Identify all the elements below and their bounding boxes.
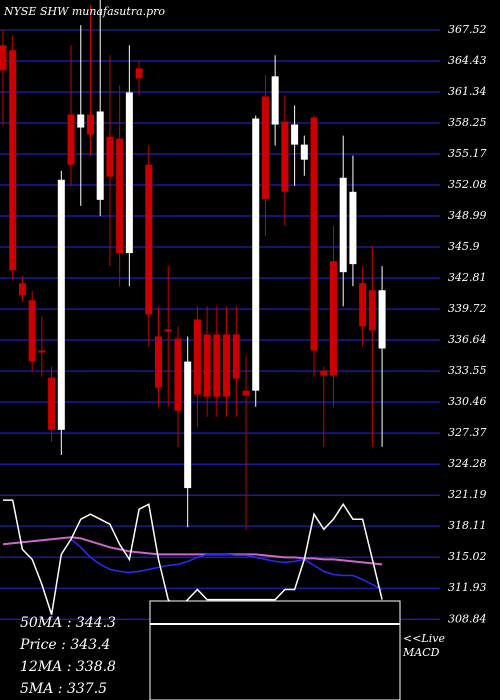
candle-body <box>18 283 26 296</box>
candle-body <box>164 329 172 332</box>
candle-body <box>300 144 308 160</box>
candle-body <box>9 50 17 271</box>
candle-body <box>339 177 347 273</box>
candle-body <box>125 92 133 254</box>
indicator-line <box>2 536 383 566</box>
candle-body <box>368 290 376 331</box>
grid: 367.52 364.43 361.34 358.25 355.17 352.08 348.… <box>0 23 487 625</box>
y-tick-label: 339.72 <box>448 302 487 315</box>
y-tick-label: 345.9 <box>448 240 480 253</box>
candle-body <box>145 164 153 315</box>
candle-body <box>106 136 114 177</box>
y-tick-label: 367.52 <box>448 23 487 36</box>
stat: 50MA : 344.3 <box>20 615 116 631</box>
candle-body <box>28 300 36 362</box>
y-tick-label: 311.93 <box>448 581 487 594</box>
macd-label: MACD <box>402 646 440 659</box>
y-tick-label: 330.46 <box>448 395 487 408</box>
y-tick-label: 348.99 <box>448 209 487 222</box>
y-tick-label: 324.28 <box>448 457 487 470</box>
candle-body <box>86 114 94 135</box>
chart-title: NYSE SHW munafasutra.pro <box>3 5 165 18</box>
macd-panel <box>149 600 401 700</box>
candle-body <box>223 334 231 397</box>
candle-body <box>203 334 211 397</box>
y-tick-label: 318.11 <box>448 519 487 532</box>
y-tick-label: 358.25 <box>448 116 487 129</box>
candle-body <box>359 283 367 327</box>
y-tick-label: 333.55 <box>448 364 487 377</box>
candle-body <box>77 114 85 128</box>
candle-body <box>320 370 328 376</box>
candle-body <box>213 334 221 397</box>
candle-body <box>252 118 260 391</box>
candle-body <box>281 121 289 192</box>
candle-body <box>174 338 182 411</box>
indicator-line <box>70 538 383 591</box>
candle-body <box>57 179 65 430</box>
candle-body <box>193 319 201 395</box>
macd-label: <<Live <box>403 632 445 645</box>
candle-body <box>310 117 318 351</box>
candle-body <box>291 124 299 145</box>
candle-body <box>116 138 124 254</box>
y-tick-label: 352.08 <box>448 178 487 191</box>
y-tick-label: 308.84 <box>448 612 487 625</box>
y-tick-label: 321.19 <box>448 488 487 501</box>
candle-body <box>378 290 386 349</box>
y-tick-label: 327.37 <box>448 426 487 439</box>
y-tick-label: 364.43 <box>448 54 487 67</box>
stat: 5MA : 337.5 <box>20 681 107 697</box>
y-tick-label: 355.17 <box>448 147 487 160</box>
y-tick-label: 336.64 <box>448 333 487 346</box>
candle-body <box>38 350 46 353</box>
candle-body <box>349 191 357 265</box>
y-tick-label: 342.81 <box>448 271 487 284</box>
candle-body <box>242 390 250 396</box>
stat: 12MA : 338.8 <box>20 659 116 675</box>
candle-body <box>155 336 163 388</box>
candle-body <box>184 361 192 489</box>
candle-body <box>135 68 143 79</box>
candle-body <box>329 261 337 376</box>
candle-body <box>67 114 75 165</box>
candle-body <box>261 96 269 199</box>
candle-body <box>271 76 279 125</box>
plot <box>0 0 386 615</box>
candle-body <box>48 377 56 430</box>
candle-body <box>96 111 104 200</box>
candle-body <box>232 334 240 379</box>
y-tick-label: 315.02 <box>448 550 487 563</box>
candle-body <box>0 45 7 71</box>
y-tick-label: 361.34 <box>448 85 487 98</box>
indicator-line <box>3 499 383 615</box>
stat: Price : 343.4 <box>19 637 110 653</box>
